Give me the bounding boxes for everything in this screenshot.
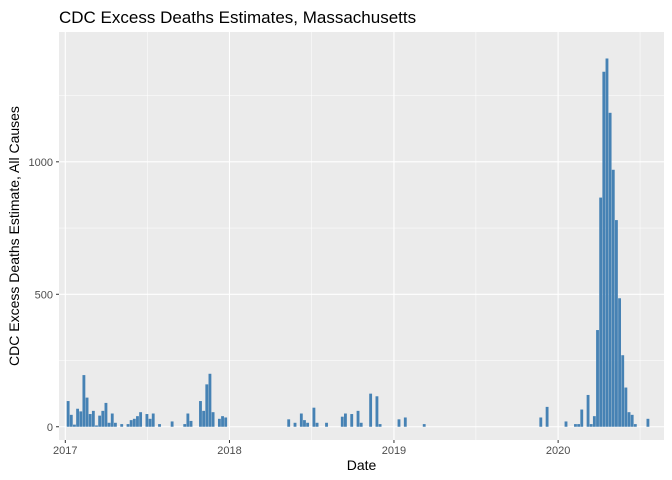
bar [369,393,373,427]
bar [627,412,631,427]
y-axis: 0 500 1000 [29,157,59,434]
bar [202,410,206,427]
bar [608,112,612,427]
bar [205,384,209,427]
bar [577,424,581,427]
bar [306,422,310,427]
bar [287,419,291,427]
bar [299,413,303,427]
bar [340,416,344,427]
bar [224,417,228,427]
bar [599,197,603,427]
bar [136,416,139,427]
bar [82,375,86,427]
bar [129,420,133,427]
bar [630,414,634,427]
bar [564,421,568,427]
bar [139,412,143,427]
bar [611,169,615,427]
bar [148,418,152,427]
bar [621,355,625,427]
bar [88,414,92,427]
bar [359,422,363,427]
bar [592,416,596,427]
bar [120,424,124,427]
bar [73,424,76,427]
bar [110,413,114,427]
y-tick-label: 0 [47,422,53,434]
bar [615,220,618,427]
bar [189,420,193,427]
bar [132,418,136,427]
x-tick-label: 2019 [382,445,406,457]
grid-lines [59,32,664,440]
bar [208,373,212,427]
x-tick-label: 2017 [53,445,77,457]
bar [356,410,360,427]
bar [170,421,174,427]
bar [312,407,316,427]
bar [95,425,98,427]
x-tick-label: 2020 [546,445,570,457]
bar [217,418,221,427]
bar [199,401,202,427]
bar [69,414,73,427]
bar [293,422,297,427]
bar [586,394,590,427]
bar [602,71,606,427]
bar [375,396,379,427]
bar [633,424,637,427]
x-axis-title: Date [347,457,377,473]
bar [211,412,215,427]
bar [158,424,161,427]
bar [98,415,102,427]
bar [403,417,407,427]
bar [646,418,650,427]
bar [397,419,401,427]
bar [344,413,347,427]
bar [101,410,105,427]
bar [126,424,130,427]
bar [618,298,621,427]
bar [378,424,382,427]
bar [580,409,584,427]
bar [574,424,577,427]
bar [303,420,306,427]
bar [145,414,149,427]
bar [85,397,89,427]
bar [79,411,83,427]
bar [183,424,187,427]
bar [596,330,599,427]
bar [66,401,70,427]
bar [539,417,543,427]
bar [422,424,426,427]
bar [315,422,319,427]
bar [107,422,111,427]
bars [66,58,650,427]
bar [589,424,593,427]
bar [605,58,609,427]
y-tick-label: 1000 [29,157,53,169]
bar [545,406,549,427]
chart-title: CDC Excess Deaths Estimates, Massachuset… [59,8,416,27]
plot-panel [59,32,664,440]
bar [186,413,190,427]
bar [104,402,108,427]
y-tick-label: 500 [35,289,53,301]
x-axis: 2017 2018 2019 2020 [53,440,570,457]
bar [91,410,95,427]
bar [76,408,80,427]
bar [325,422,328,427]
bar [350,414,354,427]
bar [221,416,224,427]
bar [624,387,628,427]
y-axis-title: CDC Excess Deaths Estimate, All Causes [6,106,22,366]
x-tick-label: 2018 [217,445,241,457]
bar [151,413,155,427]
bar [113,422,117,427]
